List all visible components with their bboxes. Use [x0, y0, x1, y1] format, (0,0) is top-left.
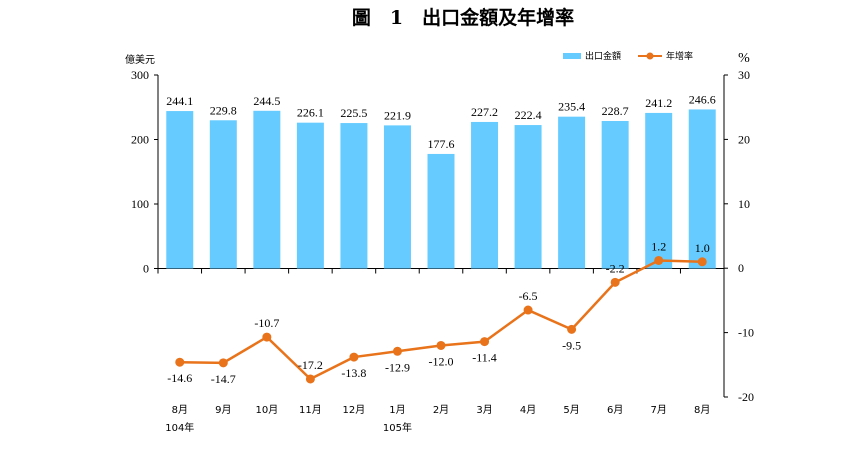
- category-label: 12月: [343, 404, 366, 416]
- growth-rate-marker: [436, 340, 446, 350]
- bar-value-label: 246.6: [689, 92, 716, 106]
- growth-rate-marker: [567, 324, 577, 334]
- growth-rate-label: -9.5: [562, 338, 581, 352]
- bar-value-label: 221.9: [384, 108, 411, 122]
- right-tick-label: 0: [738, 261, 744, 275]
- growth-rate-label: -12.9: [385, 360, 410, 374]
- category-label: 10月: [255, 404, 278, 416]
- right-tick-label: -20: [738, 390, 754, 404]
- year-label: 105年: [383, 421, 412, 434]
- export-bar: [471, 121, 499, 269]
- left-tick-label: 200: [131, 133, 149, 147]
- export-bar: [645, 112, 673, 269]
- chart-legend: 出口金額 年增率: [563, 50, 693, 62]
- export-bar: [209, 120, 237, 269]
- growth-rate-label: -10.7: [254, 316, 279, 330]
- export-bar: [558, 116, 586, 269]
- bar-value-label: 225.5: [340, 106, 367, 120]
- right-tick-label: 20: [738, 132, 750, 146]
- growth-rate-marker: [218, 358, 228, 368]
- right-axis-unit: %: [738, 51, 750, 66]
- growth-rate-marker: [305, 374, 315, 384]
- category-label: 3月: [476, 404, 492, 416]
- export-bar: [253, 110, 281, 269]
- growth-rate-label: -2.2: [606, 261, 625, 275]
- bar-value-label: 235.4: [558, 100, 585, 114]
- bar-value-label: 177.6: [428, 137, 455, 151]
- left-tick-label: 0: [143, 262, 149, 276]
- category-label: 11月: [299, 404, 322, 416]
- category-label: 4月: [520, 404, 536, 416]
- growth-rate-label: -6.5: [519, 289, 538, 303]
- legend-line-label: 年增率: [666, 50, 693, 62]
- growth-rate-marker: [610, 277, 620, 287]
- growth-rate-label: 1.2: [651, 239, 666, 253]
- export-bar: [296, 122, 324, 269]
- growth-rate-label: -11.4: [472, 351, 497, 365]
- growth-rate-label: -12.0: [429, 354, 454, 368]
- export-bar: [383, 125, 411, 269]
- left-tick-label: 300: [131, 68, 149, 82]
- growth-rate-marker: [654, 255, 664, 265]
- export-bar: [166, 111, 194, 269]
- bar-value-label: 244.5: [253, 94, 280, 108]
- bar-value-label: 241.2: [645, 96, 672, 110]
- growth-rate-marker: [697, 257, 707, 267]
- left-axis-unit: 億美元: [125, 53, 155, 66]
- growth-rate-label: -14.7: [211, 372, 236, 386]
- category-label: 8月: [694, 404, 710, 416]
- growth-rate-label: -17.2: [298, 358, 323, 372]
- export-bar: [427, 153, 455, 269]
- chart-title: 圖 1 出口金額及年增率: [352, 6, 574, 29]
- category-label: 1月: [389, 404, 405, 416]
- bar-value-label: 229.8: [210, 103, 237, 117]
- year-label: 104年: [165, 421, 194, 434]
- category-label: 5月: [563, 404, 579, 416]
- right-tick-label: -10: [738, 326, 754, 340]
- bar-value-label: 222.4: [515, 108, 542, 122]
- export-bar: [688, 109, 716, 269]
- growth-rate-marker: [480, 337, 490, 347]
- growth-rate-label: -13.8: [341, 366, 366, 380]
- growth-rate-marker: [392, 346, 402, 356]
- bar-value-label: 228.7: [602, 104, 629, 118]
- right-tick-label: 30: [738, 68, 750, 82]
- category-label: 2月: [433, 404, 449, 416]
- category-label: 8月: [172, 404, 188, 416]
- legend-bar-swatch: [563, 53, 581, 59]
- export-bar: [514, 125, 542, 269]
- bar-value-label: 227.2: [471, 105, 498, 119]
- growth-rate-marker: [262, 332, 272, 342]
- growth-rate-label: -14.6: [167, 371, 192, 385]
- growth-rate-marker: [175, 357, 185, 367]
- legend-line-marker: [646, 52, 654, 60]
- right-tick-label: 10: [738, 197, 750, 211]
- legend-bar-label: 出口金額: [585, 50, 621, 62]
- growth-rate-marker: [523, 305, 533, 315]
- category-label: 7月: [651, 404, 667, 416]
- category-label: 9月: [215, 404, 231, 416]
- export-bar: [340, 123, 368, 269]
- left-tick-label: 100: [131, 197, 149, 211]
- category-label: 6月: [607, 404, 623, 416]
- growth-rate-label: 1.0: [695, 241, 710, 255]
- bar-value-label: 244.1: [166, 94, 193, 108]
- bar-value-label: 226.1: [297, 106, 324, 120]
- export-bar: [601, 120, 629, 269]
- growth-rate-marker: [349, 352, 359, 362]
